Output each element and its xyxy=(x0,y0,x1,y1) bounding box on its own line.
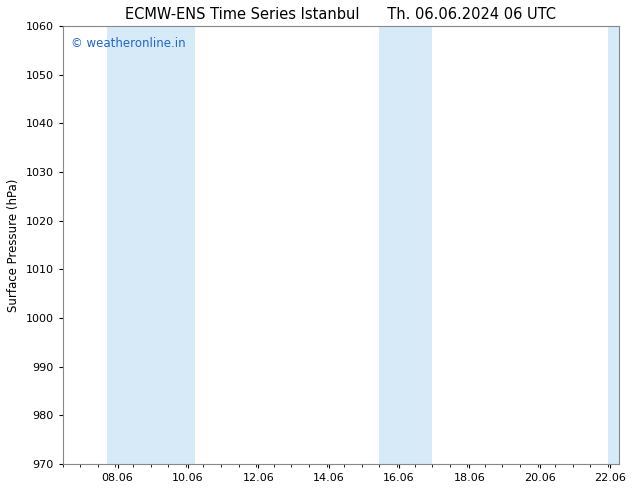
Text: © weatheronline.in: © weatheronline.in xyxy=(71,37,186,50)
Bar xyxy=(168,26,195,464)
Bar xyxy=(107,26,168,464)
Bar xyxy=(379,26,399,464)
Bar xyxy=(399,26,432,464)
Bar xyxy=(608,26,619,464)
Y-axis label: Surface Pressure (hPa): Surface Pressure (hPa) xyxy=(7,178,20,312)
Title: ECMW-ENS Time Series Istanbul      Th. 06.06.2024 06 UTC: ECMW-ENS Time Series Istanbul Th. 06.06.… xyxy=(125,7,556,22)
